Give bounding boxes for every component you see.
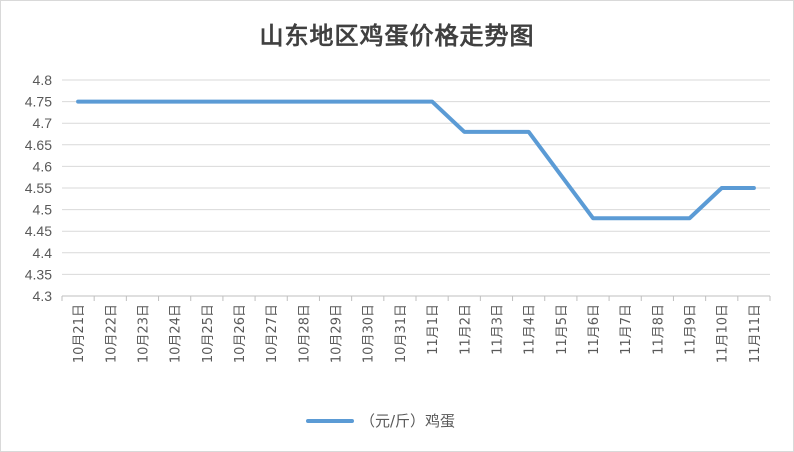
data-point — [462, 130, 466, 134]
x-tick-label: 11月7日 — [619, 304, 634, 355]
data-point — [334, 100, 338, 104]
data-point — [623, 216, 627, 220]
y-tick-label: 4.7 — [33, 115, 53, 131]
y-tick-label: 4.3 — [33, 288, 53, 304]
x-tick-label: 11月4日 — [523, 304, 538, 355]
data-point — [108, 100, 112, 104]
x-tick-label: 11月5日 — [555, 304, 570, 355]
x-tick-label: 11月2日 — [458, 304, 473, 355]
x-tick-label: 11月9日 — [684, 304, 699, 355]
x-tick-label: 10月24日 — [169, 304, 184, 363]
y-tick-label: 4.6 — [33, 158, 53, 174]
data-point — [76, 100, 80, 104]
data-point — [430, 100, 434, 104]
x-tick-label: 10月31日 — [394, 304, 409, 363]
x-tick-label: 10月26日 — [233, 304, 248, 363]
x-tick-label: 11月8日 — [651, 304, 666, 355]
data-point — [494, 130, 498, 134]
data-point — [140, 100, 144, 104]
series-line — [76, 99, 756, 221]
x-tick-label: 10月25日 — [201, 304, 216, 363]
y-tick-label: 4.65 — [25, 137, 52, 153]
chart-title: 山东地区鸡蛋价格走势图 — [259, 21, 535, 50]
x-tick-label: 11月11日 — [748, 304, 763, 363]
y-axis: 4.3 4.35 4.4 4.45 4.5 4.55 4.6 4.65 4.7 4.75 4.8 — [25, 72, 52, 304]
data-point — [655, 216, 659, 220]
x-tick-label: 10月21日 — [72, 304, 87, 363]
x-tick-label: 11月1日 — [426, 304, 441, 355]
x-tick-label: 11月3日 — [490, 304, 505, 355]
data-point — [591, 216, 595, 220]
series-group — [76, 99, 756, 221]
y-tick-label: 4.45 — [25, 223, 52, 239]
data-point — [205, 100, 209, 104]
x-tick-label: 10月30日 — [362, 304, 377, 363]
x-tick-label: 10月23日 — [136, 304, 151, 363]
x-tick-label: 10月22日 — [104, 304, 119, 363]
legend: （元/斤）鸡蛋 — [306, 412, 455, 430]
x-tick-label: 10月27日 — [265, 304, 280, 363]
y-tick-label: 4.75 — [25, 94, 52, 110]
data-point — [366, 100, 370, 104]
x-tick-label: 10月29日 — [330, 304, 345, 363]
data-point — [173, 100, 177, 104]
y-tick-label: 4.4 — [33, 245, 53, 261]
data-point — [720, 186, 724, 190]
y-tick-label: 4.35 — [25, 266, 52, 282]
y-tick-label: 4.5 — [33, 202, 53, 218]
gridlines — [62, 79, 770, 297]
x-tick-label: 11月6日 — [587, 304, 602, 355]
x-tick-label: 11月10日 — [716, 304, 731, 363]
x-tick-label: 10月28日 — [297, 304, 312, 363]
data-point — [559, 173, 563, 177]
data-point — [752, 186, 756, 190]
y-tick-label: 4.8 — [33, 72, 53, 88]
data-point — [688, 216, 692, 220]
data-point — [301, 100, 305, 104]
data-point — [237, 100, 241, 104]
y-tick-label: 4.55 — [25, 180, 52, 196]
data-point — [398, 100, 402, 104]
x-axis: 10月21日 10月22日 10月23日 10月24日 10月25日 10月26日 10月2… — [61, 295, 771, 363]
data-point — [527, 130, 531, 134]
legend-label: （元/斤）鸡蛋 — [360, 412, 455, 430]
data-point — [269, 100, 273, 104]
